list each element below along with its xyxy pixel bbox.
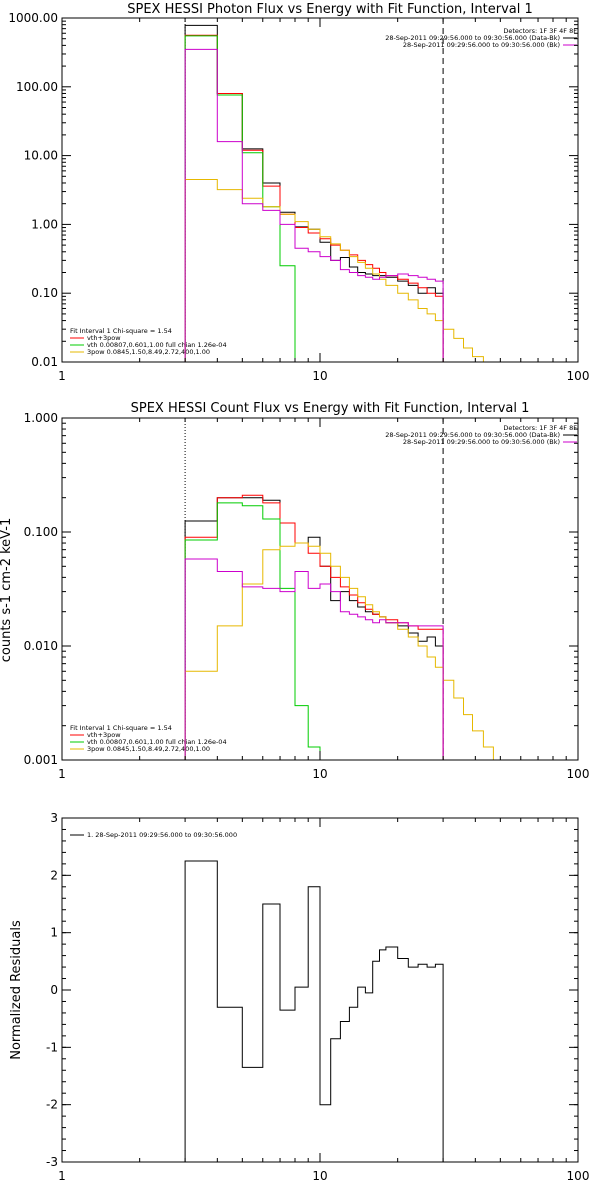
count-ytick-label: 0.100 [24, 525, 58, 539]
resid-ytick-label: 3 [50, 811, 58, 825]
legend-nonthermal: 3pow 0.0845,1.50,8.49,2.72,400,1.00 [87, 745, 210, 753]
resid-xtick-label: 1 [58, 1169, 66, 1183]
photon-xtick-label: 100 [567, 369, 590, 383]
resid-xtick-label: 100 [567, 1169, 590, 1183]
legend-detectors: Detectors: 1F 3F 4F 8F [503, 424, 577, 432]
legend-residual: 1. 28-Sep-2011 09:29:56.000 to 09:30:56.… [87, 831, 237, 839]
photon-series-background [184, 48, 444, 362]
count-series-nonthermal [184, 542, 494, 760]
count-series-thermal [184, 502, 321, 760]
legend-data-bk: 28-Sep-2011 09:29:56.000 to 09:30:56.000… [385, 431, 560, 439]
photon-series-total [184, 24, 444, 362]
photon-flux-legend-top-right: Detectors: 1F 3F 4F 8F 28-Sep-2011 09:29… [385, 27, 577, 49]
count-series-model [184, 494, 444, 760]
photon-series-nonthermal [184, 179, 484, 362]
count-series-background [184, 558, 444, 760]
count-xtick-label: 10 [312, 767, 327, 781]
count-ytick-label: 1.000 [24, 411, 58, 425]
photon-ytick-label: 1000.00 [8, 11, 58, 25]
legend-bk: 28-Sep-2011 09:29:56.000 to 09:30:56.000… [403, 41, 560, 49]
photon-xtick-label: 1 [58, 369, 66, 383]
legend-thermal: vth 0.00807,0.601,1.00 full chian 1.26e-… [87, 341, 227, 349]
photon-flux-legend-bottom-left: Fit Interval 1 Chi-square = 1.54 vth+3po… [70, 327, 227, 356]
photon-plot-area [184, 18, 484, 362]
count-xtick-label: 1 [58, 767, 66, 781]
photon-series-thermal [184, 35, 296, 362]
resid-series-total [184, 860, 444, 1162]
photon-ytick-label: 1.00 [31, 217, 58, 231]
resid-xtick-label: 10 [312, 1169, 327, 1183]
photon-xtick-label: 10 [312, 369, 327, 383]
legend-nonthermal: 3pow 0.0845,1.50,8.49,2.72,400,1.00 [87, 348, 210, 356]
photon-axes-frame [61, 17, 579, 363]
photon-ytick-label: 0.10 [31, 286, 58, 300]
count-plot-area [184, 418, 494, 760]
photon-flux-title: SPEX HESSI Photon Flux vs Energy with Fi… [127, 2, 533, 17]
count-flux-title: SPEX HESSI Count Flux vs Energy with Fit… [131, 401, 530, 416]
residuals-legend: 1. 28-Sep-2011 09:29:56.000 to 09:30:56.… [70, 831, 237, 839]
count-ytick-label: 0.001 [24, 753, 58, 767]
resid-ytick-label: 1 [50, 926, 58, 940]
count-flux-ylabel: counts s-1 cm-2 keV-1 [0, 518, 14, 663]
photon-series-model [184, 34, 444, 362]
resid-ytick-label: -1 [46, 1040, 58, 1054]
residuals-panel: Normalized Residuals 1. 28-Sep-2011 09:2… [9, 811, 589, 1183]
legend-thermal: vth 0.00807,0.601,1.00 full chian 1.26e-… [87, 738, 227, 746]
legend-detectors: Detectors: 1F 3F 4F 8F [503, 27, 577, 35]
photon-ytick-label: 0.01 [31, 355, 58, 369]
count-series-total [184, 497, 444, 760]
legend-fit-interval: Fit Interval 1 Chi-square = 1.54 [70, 724, 172, 732]
legend-bk: 28-Sep-2011 09:29:56.000 to 09:30:56.000… [403, 438, 560, 446]
count-flux-panel: SPEX HESSI Count Flux vs Energy with Fit… [0, 401, 589, 781]
count-axes-frame [61, 417, 579, 761]
count-flux-legend-bottom-left: Fit Interval 1 Chi-square = 1.54 vth+3po… [70, 724, 227, 753]
count-flux-legend-top-right: Detectors: 1F 3F 4F 8F 28-Sep-2011 09:29… [385, 424, 577, 446]
residuals-ylabel: Normalized Residuals [9, 920, 24, 1060]
photon-flux-panel: SPEX HESSI Photon Flux vs Energy with Fi… [8, 2, 589, 383]
photon-ytick-label: 100.00 [16, 80, 58, 94]
resid-ytick-label: 0 [50, 983, 58, 997]
legend-model: vth+3pow [87, 334, 121, 342]
resid-plot-area [184, 860, 444, 1162]
legend-model: vth+3pow [87, 731, 121, 739]
resid-ytick-label: -2 [46, 1098, 58, 1112]
count-ytick-label: 0.010 [24, 639, 58, 653]
legend-fit-interval: Fit Interval 1 Chi-square = 1.54 [70, 327, 172, 335]
count-xtick-label: 100 [567, 767, 590, 781]
photon-ytick-label: 10.00 [24, 149, 58, 163]
resid-ytick-label: -3 [46, 1155, 58, 1169]
legend-data-bk: 28-Sep-2011 09:29:56.000 to 09:30:56.000… [385, 34, 560, 42]
resid-ytick-label: 2 [50, 868, 58, 882]
